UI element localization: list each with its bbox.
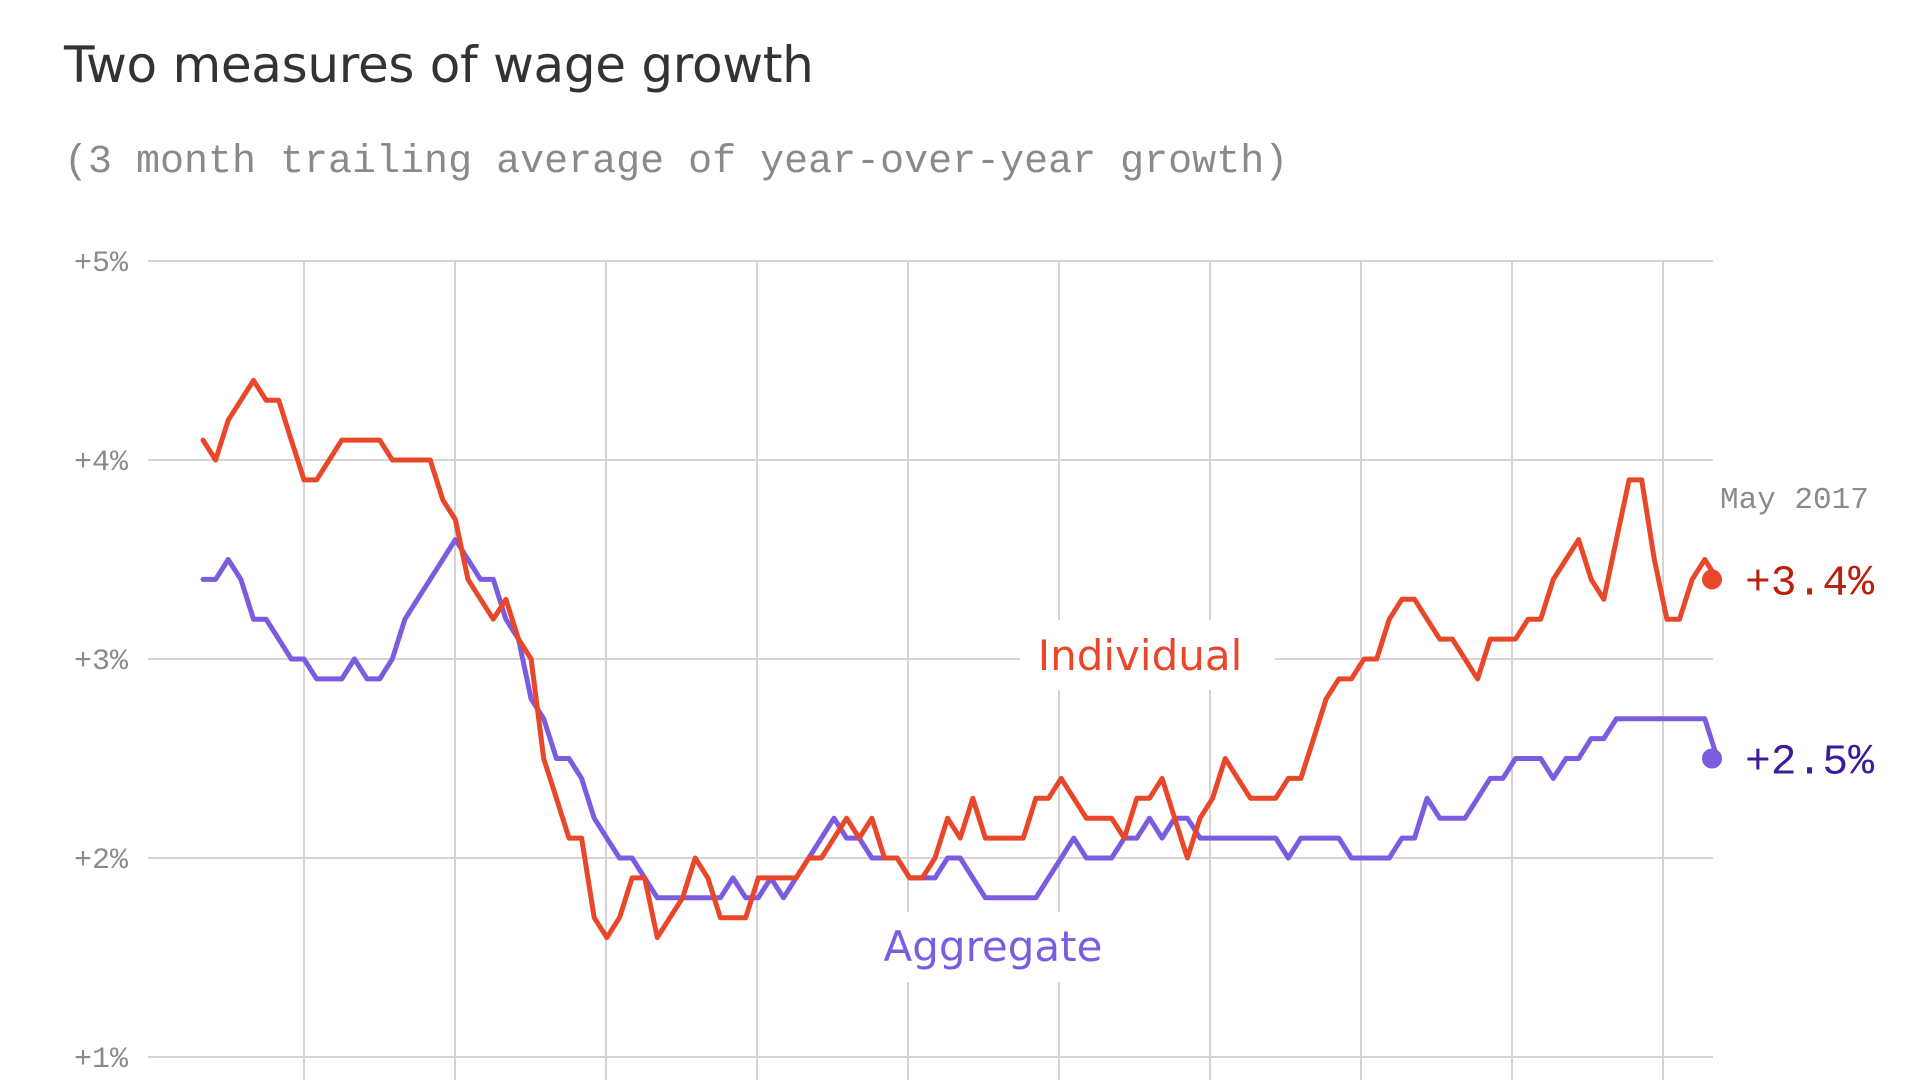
y-tick-label: +1% xyxy=(74,1043,129,1077)
endpoint-dot-individual xyxy=(1702,569,1722,590)
aggregate-label-bg xyxy=(870,912,1115,982)
series-line-aggregate xyxy=(200,537,1720,901)
date-annotation: May 2017 xyxy=(1720,483,1869,518)
individual-label-bg xyxy=(1020,620,1275,690)
series-label-individual: Individual xyxy=(1038,631,1243,680)
y-tick-label: +5% xyxy=(74,247,129,281)
y-tick-label: +3% xyxy=(74,645,129,679)
end-value-label-aggregate: +2.5% xyxy=(1745,738,1874,787)
series-endpoints: +3.4% +2.5% xyxy=(1702,558,1874,787)
chart-title: Two measures of wage growth xyxy=(64,36,814,94)
series-lines xyxy=(200,377,1720,941)
series-label-aggregate: Aggregate xyxy=(884,922,1103,971)
horizontal-gridlines xyxy=(148,260,1713,1058)
series-labels: Individual Aggregate xyxy=(884,631,1243,971)
y-axis-ticks: +5% +4% +3% +2% +1% xyxy=(74,247,129,1077)
series-line-individual xyxy=(200,377,1720,941)
endpoint-dot-aggregate xyxy=(1702,748,1722,769)
end-value-label-individual: +3.4% xyxy=(1745,558,1874,607)
y-tick-label: +2% xyxy=(74,844,129,878)
chart-subtitle: (3 month trailing average of year-over-y… xyxy=(64,140,1289,185)
series-label-backgrounds xyxy=(870,620,1275,982)
y-tick-label: +4% xyxy=(74,446,129,480)
